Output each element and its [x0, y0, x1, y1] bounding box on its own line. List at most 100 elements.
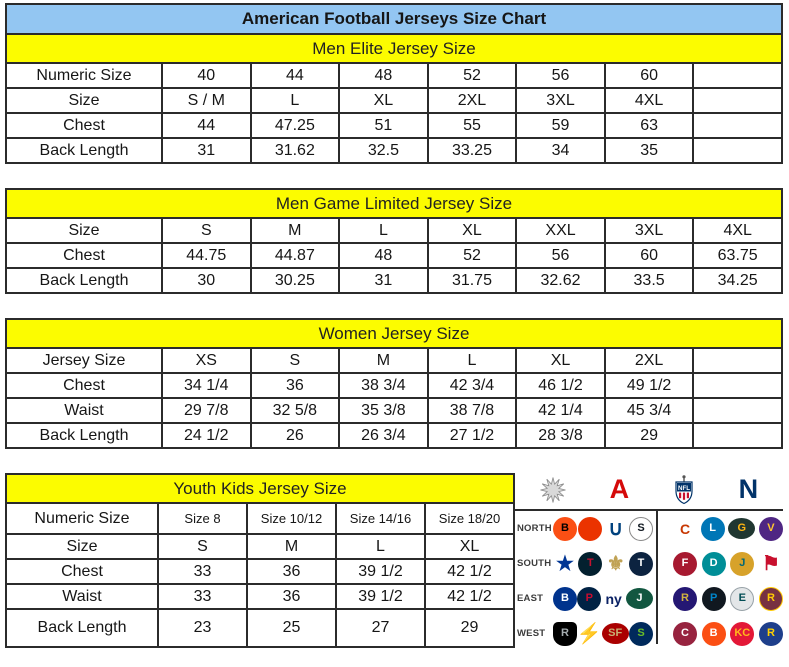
section-header-women-jersey-size: Women Jersey Size — [5, 318, 783, 349]
row-label-chest: Chest — [5, 558, 159, 585]
team-logo-ravens-icon: R — [673, 586, 697, 611]
cell-back-length-2: 31 — [338, 267, 429, 294]
cell-chest-0: 33 — [157, 558, 248, 585]
row-label-size: Size — [5, 87, 163, 114]
cell-chest-0: 34 1/4 — [161, 372, 252, 399]
cell-back-length-0: 24 1/2 — [161, 422, 252, 449]
team-logo-chargers-icon: ⚡ — [576, 622, 602, 645]
cell-chest-6 — [692, 112, 783, 139]
cell-size-1: L — [249, 87, 341, 114]
team-logo-cowboys-icon: ★ — [556, 552, 574, 575]
cell-waist-1: 36 — [246, 583, 337, 610]
cell-size-3: XL — [426, 217, 518, 244]
cell-jersey-size-6 — [692, 347, 783, 374]
row-label-chest: Chest — [5, 372, 163, 399]
team-logo-browns-icon — [578, 516, 603, 541]
team-logo-jaguars-icon: J — [730, 551, 755, 576]
cell-chest-3: 42 3/4 — [426, 372, 518, 399]
bottom-section: Youth Kids Jersey Size Numeric Size Size 8… — [5, 473, 783, 651]
cell-size-0: S / M — [161, 87, 252, 114]
cell-back-length-1: 31.62 — [249, 137, 341, 164]
table-women-jersey-size: Women Jersey Size Jersey Size XS S M L XL 2XL Ch… — [5, 318, 783, 449]
row-label-back-length: Back Length — [5, 608, 159, 648]
cell-numeric-size-3: 52 — [426, 62, 518, 89]
cell-back-length-3: 27 1/2 — [426, 422, 518, 449]
cell-back-length-2: 27 — [335, 608, 426, 648]
cell-size-2: L — [338, 217, 429, 244]
cell-size-3: 2XL — [426, 87, 518, 114]
cell-numeric-size-0: 40 — [161, 62, 252, 89]
cell-back-length-1: 30.25 — [249, 267, 341, 294]
cell-numeric-size-2: 48 — [338, 62, 429, 89]
cell-size-5: 3XL — [603, 217, 695, 244]
cell-size-1: M — [249, 217, 341, 244]
cell-size-5: 4XL — [603, 87, 695, 114]
table-men-elite-jersey-size: American Football Jerseys Size Chart Men … — [5, 3, 783, 164]
cell-jersey-size-0: XS — [161, 347, 252, 374]
cell-chest-3: 42 1/2 — [424, 558, 515, 585]
team-logo-broncos-icon: B — [701, 621, 726, 646]
division-row-west: WEST R ⚡ SF S C B KC R — [515, 617, 783, 651]
team-logo-falcons-icon: F — [673, 551, 697, 576]
cell-chest-4: 59 — [515, 112, 606, 139]
division-label-north: NORTH — [517, 523, 552, 534]
nfl-shield-icon: NFL — [673, 475, 695, 507]
cell-back-length-0: 30 — [161, 267, 252, 294]
nfl-teams-panel: A NFL N NORTH B ∪ S C L G V SO — [515, 469, 783, 651]
cell-back-length-2: 32.5 — [338, 137, 429, 164]
cell-back-length-1: 26 — [249, 422, 341, 449]
cell-waist-3: 38 7/8 — [426, 397, 518, 424]
cell-jersey-size-3: L — [426, 347, 518, 374]
team-logo-vikings-icon: V — [758, 516, 783, 541]
page-title: American Football Jerseys Size Chart — [5, 3, 783, 35]
team-logo-chiefs-icon: KC — [730, 621, 755, 646]
division-row-south: SOUTH ★ T ⚜ T F D J ⚑ — [515, 547, 783, 581]
cell-jersey-size-1: S — [249, 347, 341, 374]
team-logo-raiders-icon: R — [553, 621, 577, 646]
team-logo-seahawks-icon: S — [628, 621, 653, 646]
division-label-south: SOUTH — [517, 558, 552, 569]
cell-back-length-5: 33.5 — [603, 267, 695, 294]
row-label-chest: Chest — [5, 112, 163, 139]
cell-waist-5: 45 3/4 — [603, 397, 695, 424]
team-logo-redskins-icon: R — [758, 586, 783, 611]
row-label-numeric-size: Numeric Size — [5, 502, 159, 535]
team-logo-bears-icon: C — [679, 520, 691, 537]
cell-chest-5: 60 — [603, 242, 695, 269]
cell-back-length-5: 29 — [603, 422, 695, 449]
cell-chest-6: 63.75 — [692, 242, 783, 269]
team-logo-bengals-icon: B — [553, 516, 577, 541]
cell-back-length-6 — [692, 422, 783, 449]
team-logo-steelers-icon: S — [628, 516, 653, 541]
youth-kids-table: Youth Kids Jersey Size Numeric Size Size 8… — [5, 473, 515, 648]
cell-back-length-1: 25 — [246, 608, 337, 648]
cell-jersey-size-4: XL — [515, 347, 606, 374]
cell-size-1: M — [246, 533, 337, 560]
cell-size-4: XXL — [515, 217, 606, 244]
division-label-east: EAST — [517, 593, 544, 604]
cell-waist-1: 32 5/8 — [249, 397, 341, 424]
cell-chest-3: 52 — [426, 242, 518, 269]
men-elite-table: American Football Jerseys Size Chart Men … — [5, 3, 783, 164]
cell-numeric-size-2: Size 14/16 — [335, 502, 426, 535]
cell-back-length-5: 35 — [603, 137, 695, 164]
cell-size-2: XL — [338, 87, 429, 114]
team-logo-patriots-icon: P — [577, 586, 602, 611]
cell-chest-1: 47.25 — [249, 112, 341, 139]
cell-back-length-3: 29 — [424, 608, 515, 648]
cell-size-6: 4XL — [692, 217, 783, 244]
team-logo-texans-icon: T — [578, 551, 603, 576]
cell-chest-2: 38 3/4 — [338, 372, 429, 399]
cell-numeric-size-1: 44 — [249, 62, 341, 89]
panel-horizontal-divider — [515, 509, 783, 511]
women-table: Women Jersey Size Jersey Size XS S M L XL 2XL Ch… — [5, 318, 783, 449]
cell-waist-2: 35 3/8 — [338, 397, 429, 424]
starburst-icon — [540, 477, 566, 503]
team-logo-49ers-icon: SF — [601, 623, 629, 644]
cell-numeric-size-4: 56 — [515, 62, 606, 89]
cell-size-6 — [692, 87, 783, 114]
division-row-north: NORTH B ∪ S C L G V — [515, 512, 783, 546]
